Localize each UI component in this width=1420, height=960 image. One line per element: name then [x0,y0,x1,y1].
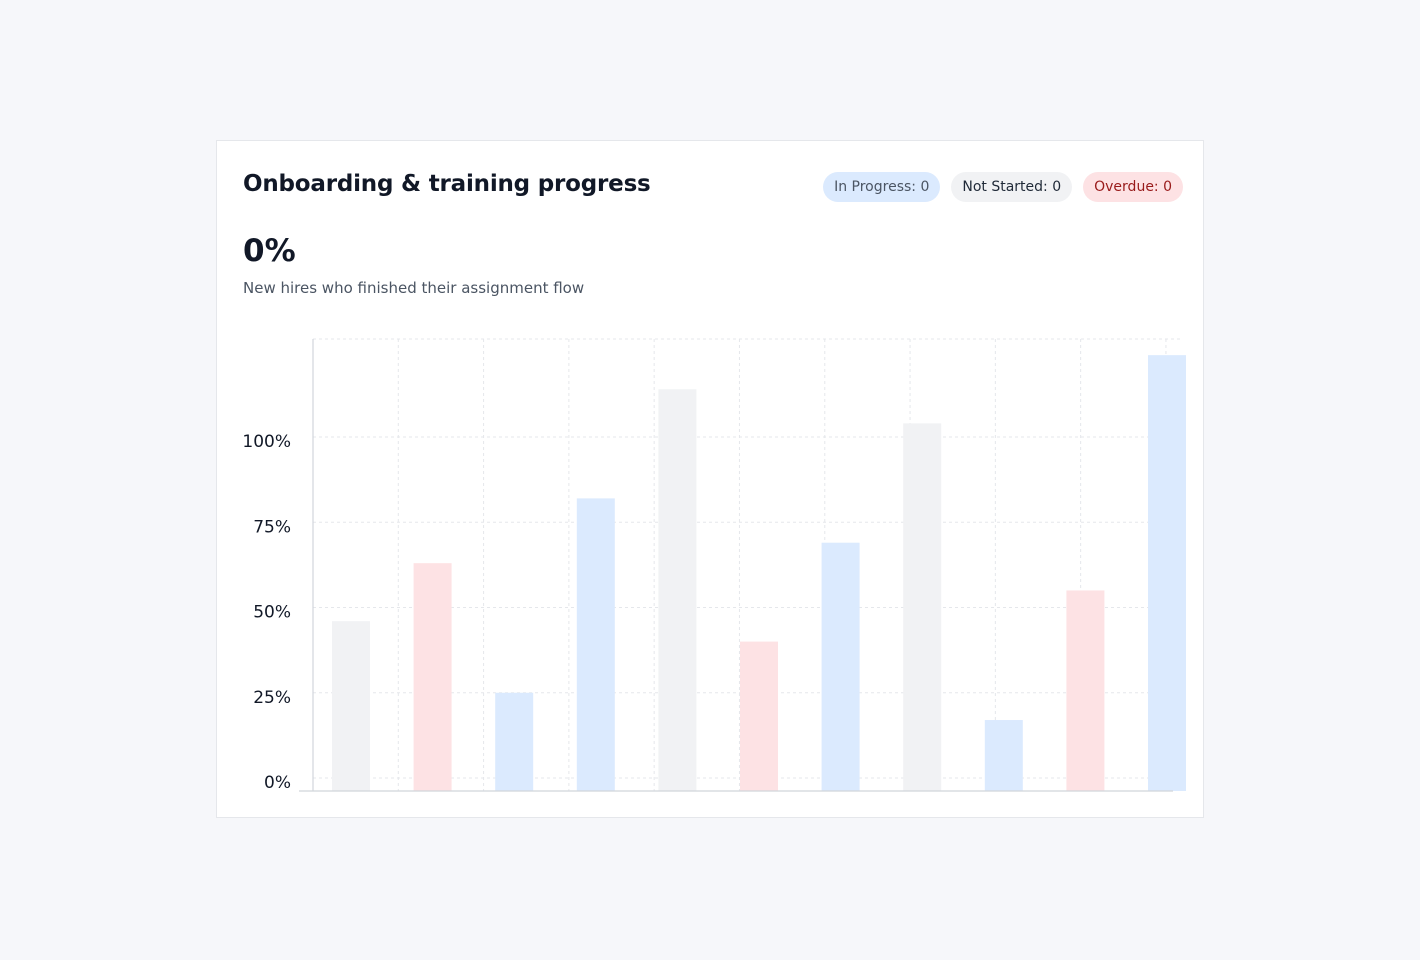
chart-bar[interactable] [658,389,697,791]
chart-bar[interactable] [332,621,370,791]
chart-bar[interactable] [984,720,1023,791]
status-badges: In Progress: 0 Not Started: 0 Overdue: 0 [823,172,1183,202]
chart-bar[interactable] [1066,590,1105,791]
y-tick-label: 50% [253,603,291,623]
not-started-badge[interactable]: Not Started: 0 [951,172,1073,202]
y-tick-label: 0% [264,773,291,793]
completion-percentage: 0% [243,233,296,269]
progress-bar-chart: 0% 25% 50% 75% 100% [242,338,1186,793]
onboarding-progress-card: Onboarding & training progress In Progre… [216,140,1204,818]
chart-bar[interactable] [1148,355,1186,791]
y-axis-tick-labels: 0% 25% 50% 75% 100% [242,432,291,793]
y-tick-label: 25% [253,688,291,708]
chart-bars [332,355,1186,791]
chart-bar[interactable] [495,692,534,791]
chart-bar[interactable] [576,498,615,791]
chart-bar[interactable] [821,542,860,791]
y-tick-label: 100% [242,432,291,452]
chart-axes [299,339,1173,792]
chart-bar[interactable] [413,563,452,791]
chart-bar[interactable] [903,423,942,791]
overdue-badge[interactable]: Overdue: 0 [1083,172,1183,202]
card-title: Onboarding & training progress [243,171,651,197]
y-tick-label: 75% [253,517,291,537]
completion-caption: New hires who finished their assignment … [243,279,585,297]
in-progress-badge[interactable]: In Progress: 0 [823,172,941,202]
chart-bar[interactable] [740,641,778,791]
